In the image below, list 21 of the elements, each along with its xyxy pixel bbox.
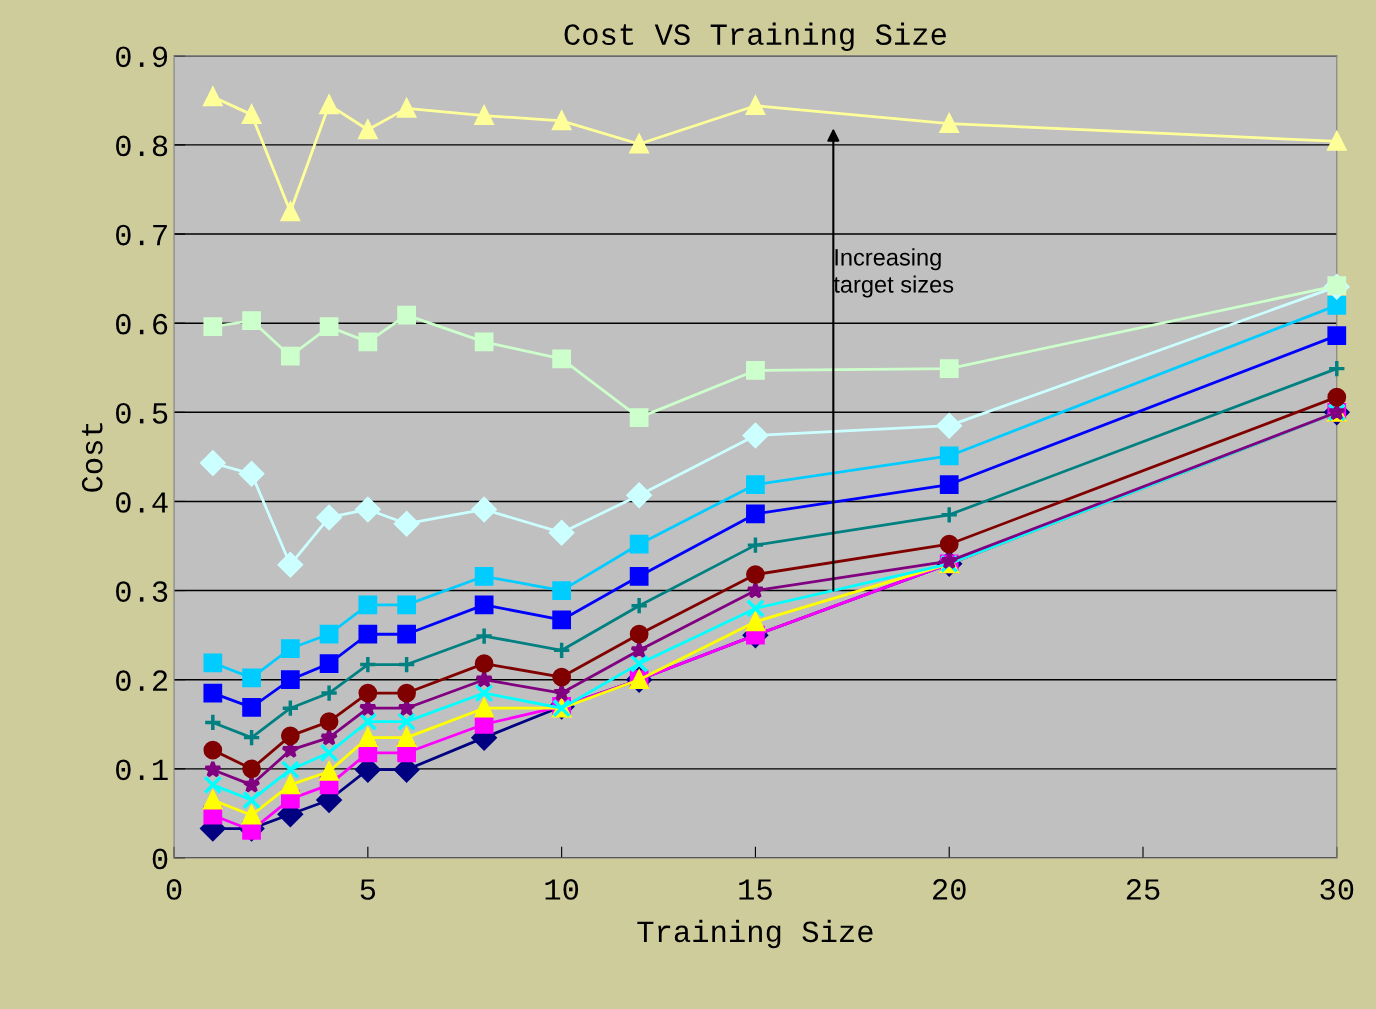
y-tick-label: 0.2 bbox=[116, 670, 168, 692]
x-tick-label: 0 bbox=[166, 879, 182, 900]
y-axis-title: Cost bbox=[81, 423, 103, 492]
y-tick-label: 0 bbox=[152, 848, 168, 870]
x-tick-label: 25 bbox=[1126, 879, 1160, 900]
x-tick-label: 30 bbox=[1320, 879, 1354, 900]
y-tick-label: 0.9 bbox=[116, 46, 168, 68]
x-tick-label: 10 bbox=[545, 879, 579, 900]
x-tick-label: 5 bbox=[360, 879, 376, 900]
y-tick-label: 0.8 bbox=[116, 135, 168, 157]
y-tick-label: 0.6 bbox=[116, 313, 168, 335]
x-tick-label: 15 bbox=[739, 879, 772, 900]
y-tick-label: 0.3 bbox=[116, 581, 168, 602]
annotation: Increasing target sizes bbox=[833, 248, 954, 298]
y-tick-label: 0.4 bbox=[116, 492, 168, 513]
y-tick-label: 0.1 bbox=[116, 759, 168, 781]
chart-title: Cost VS Training Size bbox=[564, 22, 946, 52]
x-tick-label: 20 bbox=[933, 879, 966, 900]
x-axis-title: Training Size bbox=[637, 919, 873, 949]
y-tick-label: 0.5 bbox=[116, 402, 168, 424]
y-tick-label: 0.7 bbox=[116, 224, 167, 246]
